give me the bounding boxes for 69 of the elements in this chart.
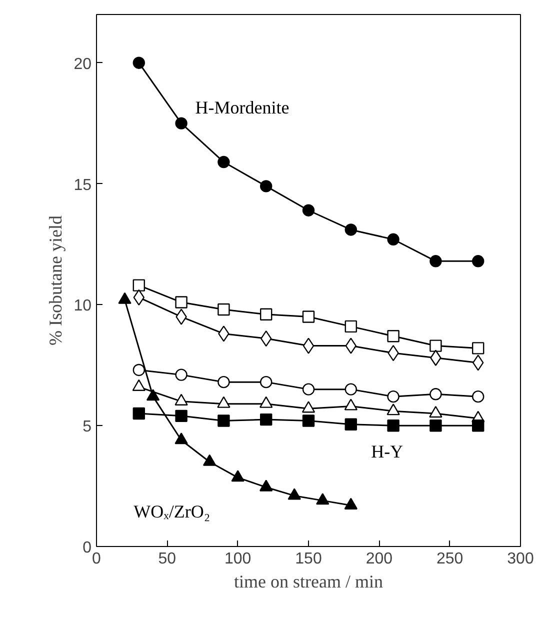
x-tick-label: 100 <box>224 550 252 568</box>
point <box>288 488 301 500</box>
x-axis-title: time on stream / min <box>234 572 383 592</box>
point <box>218 156 230 168</box>
y-tick-label: 15 <box>74 176 92 194</box>
point <box>429 406 442 418</box>
point <box>430 340 442 352</box>
point <box>302 401 316 413</box>
point <box>387 330 400 342</box>
y-tick-label: 5 <box>82 418 92 436</box>
point <box>260 480 273 492</box>
point <box>430 388 442 400</box>
point <box>132 379 146 391</box>
point <box>316 493 330 505</box>
point <box>175 410 188 422</box>
point <box>146 389 160 401</box>
x-tick-label: 50 <box>158 550 176 568</box>
point <box>218 303 230 316</box>
point <box>132 364 145 376</box>
point <box>202 454 216 466</box>
point <box>472 255 484 268</box>
y-tick-label: 10 <box>74 298 92 315</box>
point <box>344 320 357 333</box>
point <box>302 338 314 354</box>
point <box>174 394 188 406</box>
point <box>387 419 400 432</box>
point <box>344 498 358 510</box>
point <box>260 308 272 320</box>
y-axis-title: % Isobutane yield <box>46 216 66 346</box>
point <box>217 396 230 408</box>
y-tick-label: 20 <box>74 56 92 73</box>
point <box>302 383 315 396</box>
point <box>472 390 484 403</box>
point <box>218 414 230 427</box>
point <box>344 418 357 430</box>
point <box>260 413 272 426</box>
point <box>344 398 358 410</box>
point <box>260 396 273 408</box>
point <box>132 279 145 292</box>
point <box>302 414 315 427</box>
point <box>430 419 442 432</box>
x-tick-label: 200 <box>366 550 393 568</box>
point <box>387 390 400 403</box>
point <box>174 432 188 444</box>
x-tick-label: 250 <box>436 550 464 568</box>
y-tick-label: 0 <box>82 540 92 556</box>
point <box>218 376 230 388</box>
point <box>430 255 442 268</box>
point <box>175 296 188 308</box>
series-label: WOₓ/ZrO₂ <box>134 501 210 522</box>
x-tick-label: 150 <box>295 550 322 568</box>
point <box>302 204 315 216</box>
point <box>344 224 357 236</box>
point <box>175 368 188 381</box>
point <box>132 407 145 420</box>
x-tick-label: 300 <box>507 550 534 568</box>
series-label: H-Mordenite <box>195 97 290 118</box>
point <box>132 56 145 69</box>
point <box>472 342 484 354</box>
point <box>175 117 188 130</box>
point <box>344 383 357 396</box>
point <box>231 470 244 482</box>
point <box>387 233 400 246</box>
series-label: H-Y <box>371 442 404 462</box>
point <box>386 404 400 416</box>
point <box>302 310 315 323</box>
point <box>260 376 272 388</box>
point <box>472 419 484 432</box>
point <box>260 180 272 192</box>
